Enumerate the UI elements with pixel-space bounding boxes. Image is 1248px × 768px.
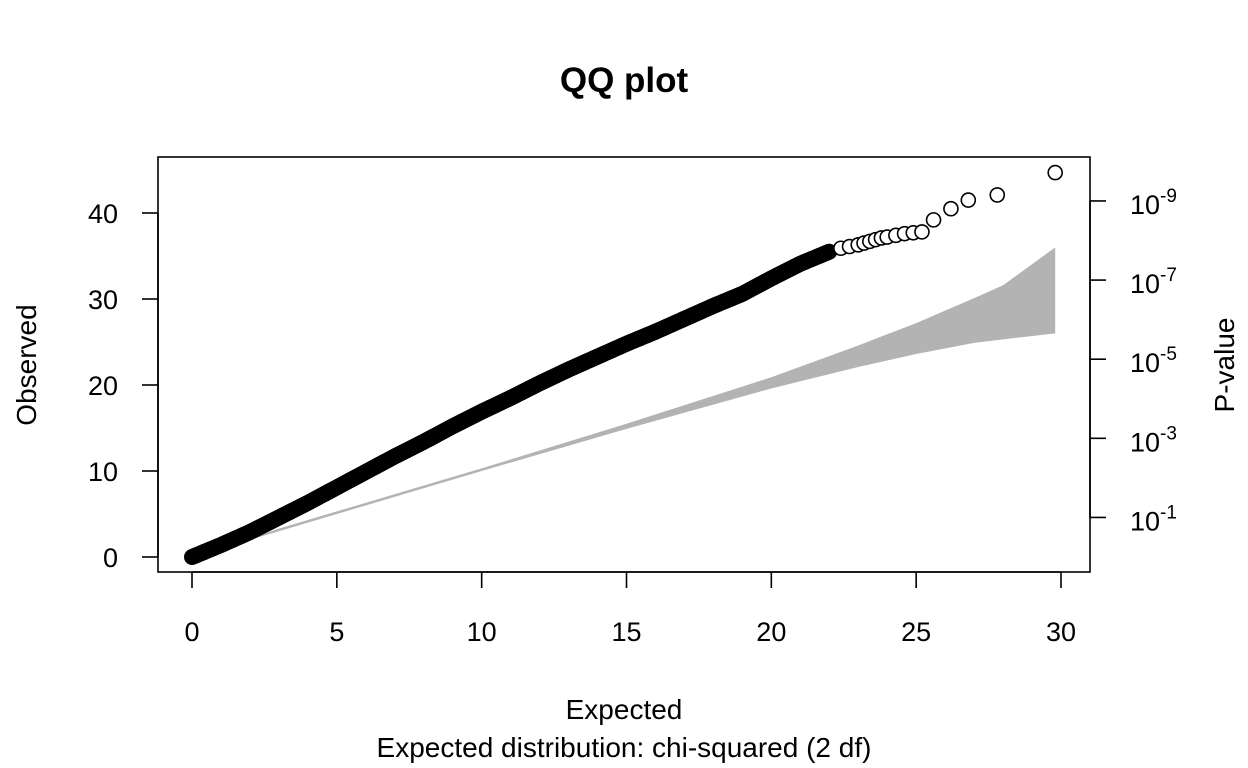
y2-tick-label: 10-3 — [1130, 423, 1177, 457]
tail-point — [925, 212, 942, 228]
y-tick-label: 30 — [88, 285, 118, 315]
x-tick-label: 5 — [329, 617, 344, 647]
y2-tick-label: 10-5 — [1130, 344, 1177, 378]
tail-point — [943, 200, 959, 217]
y-tick-label: 0 — [103, 543, 118, 573]
y2-axis: 10-1 10-3 10-5 10-7 10-9 — [1089, 186, 1177, 536]
x-tick-label: 25 — [901, 617, 931, 647]
y2-tick-label: 10-7 — [1130, 265, 1177, 299]
x-axis-label: Expected — [566, 694, 683, 725]
x-tick-label: 20 — [756, 617, 786, 647]
confidence-band-layer — [235, 247, 1056, 545]
y-axis-label: Observed — [11, 304, 42, 425]
x-axis: 0 5 10 15 20 25 30 — [184, 571, 1076, 647]
x-tick-label: 15 — [611, 617, 641, 647]
confidence-band — [235, 247, 1056, 545]
y-tick-label: 10 — [88, 457, 118, 487]
points-layer — [184, 164, 1064, 565]
y-tick-label: 20 — [88, 371, 118, 401]
tail-point — [914, 224, 930, 240]
y2-axis-label: P-value — [1209, 318, 1240, 413]
tail-point — [1047, 164, 1064, 181]
y-axis: 0 10 20 30 40 — [88, 199, 159, 573]
chart-title: QQ plot — [560, 61, 689, 100]
x-tick-label: 10 — [467, 617, 497, 647]
x-tick-label: 30 — [1046, 617, 1076, 647]
tail-point — [960, 192, 977, 208]
y2-tick-label: 10-1 — [1130, 502, 1177, 536]
y2-tick-label: 10-9 — [1130, 186, 1177, 220]
x-axis-sublabel: Expected distribution: chi-squared (2 df… — [377, 732, 872, 763]
x-tick-label: 0 — [184, 617, 199, 647]
y-tick-label: 40 — [88, 199, 118, 229]
tail-point — [989, 187, 1006, 203]
